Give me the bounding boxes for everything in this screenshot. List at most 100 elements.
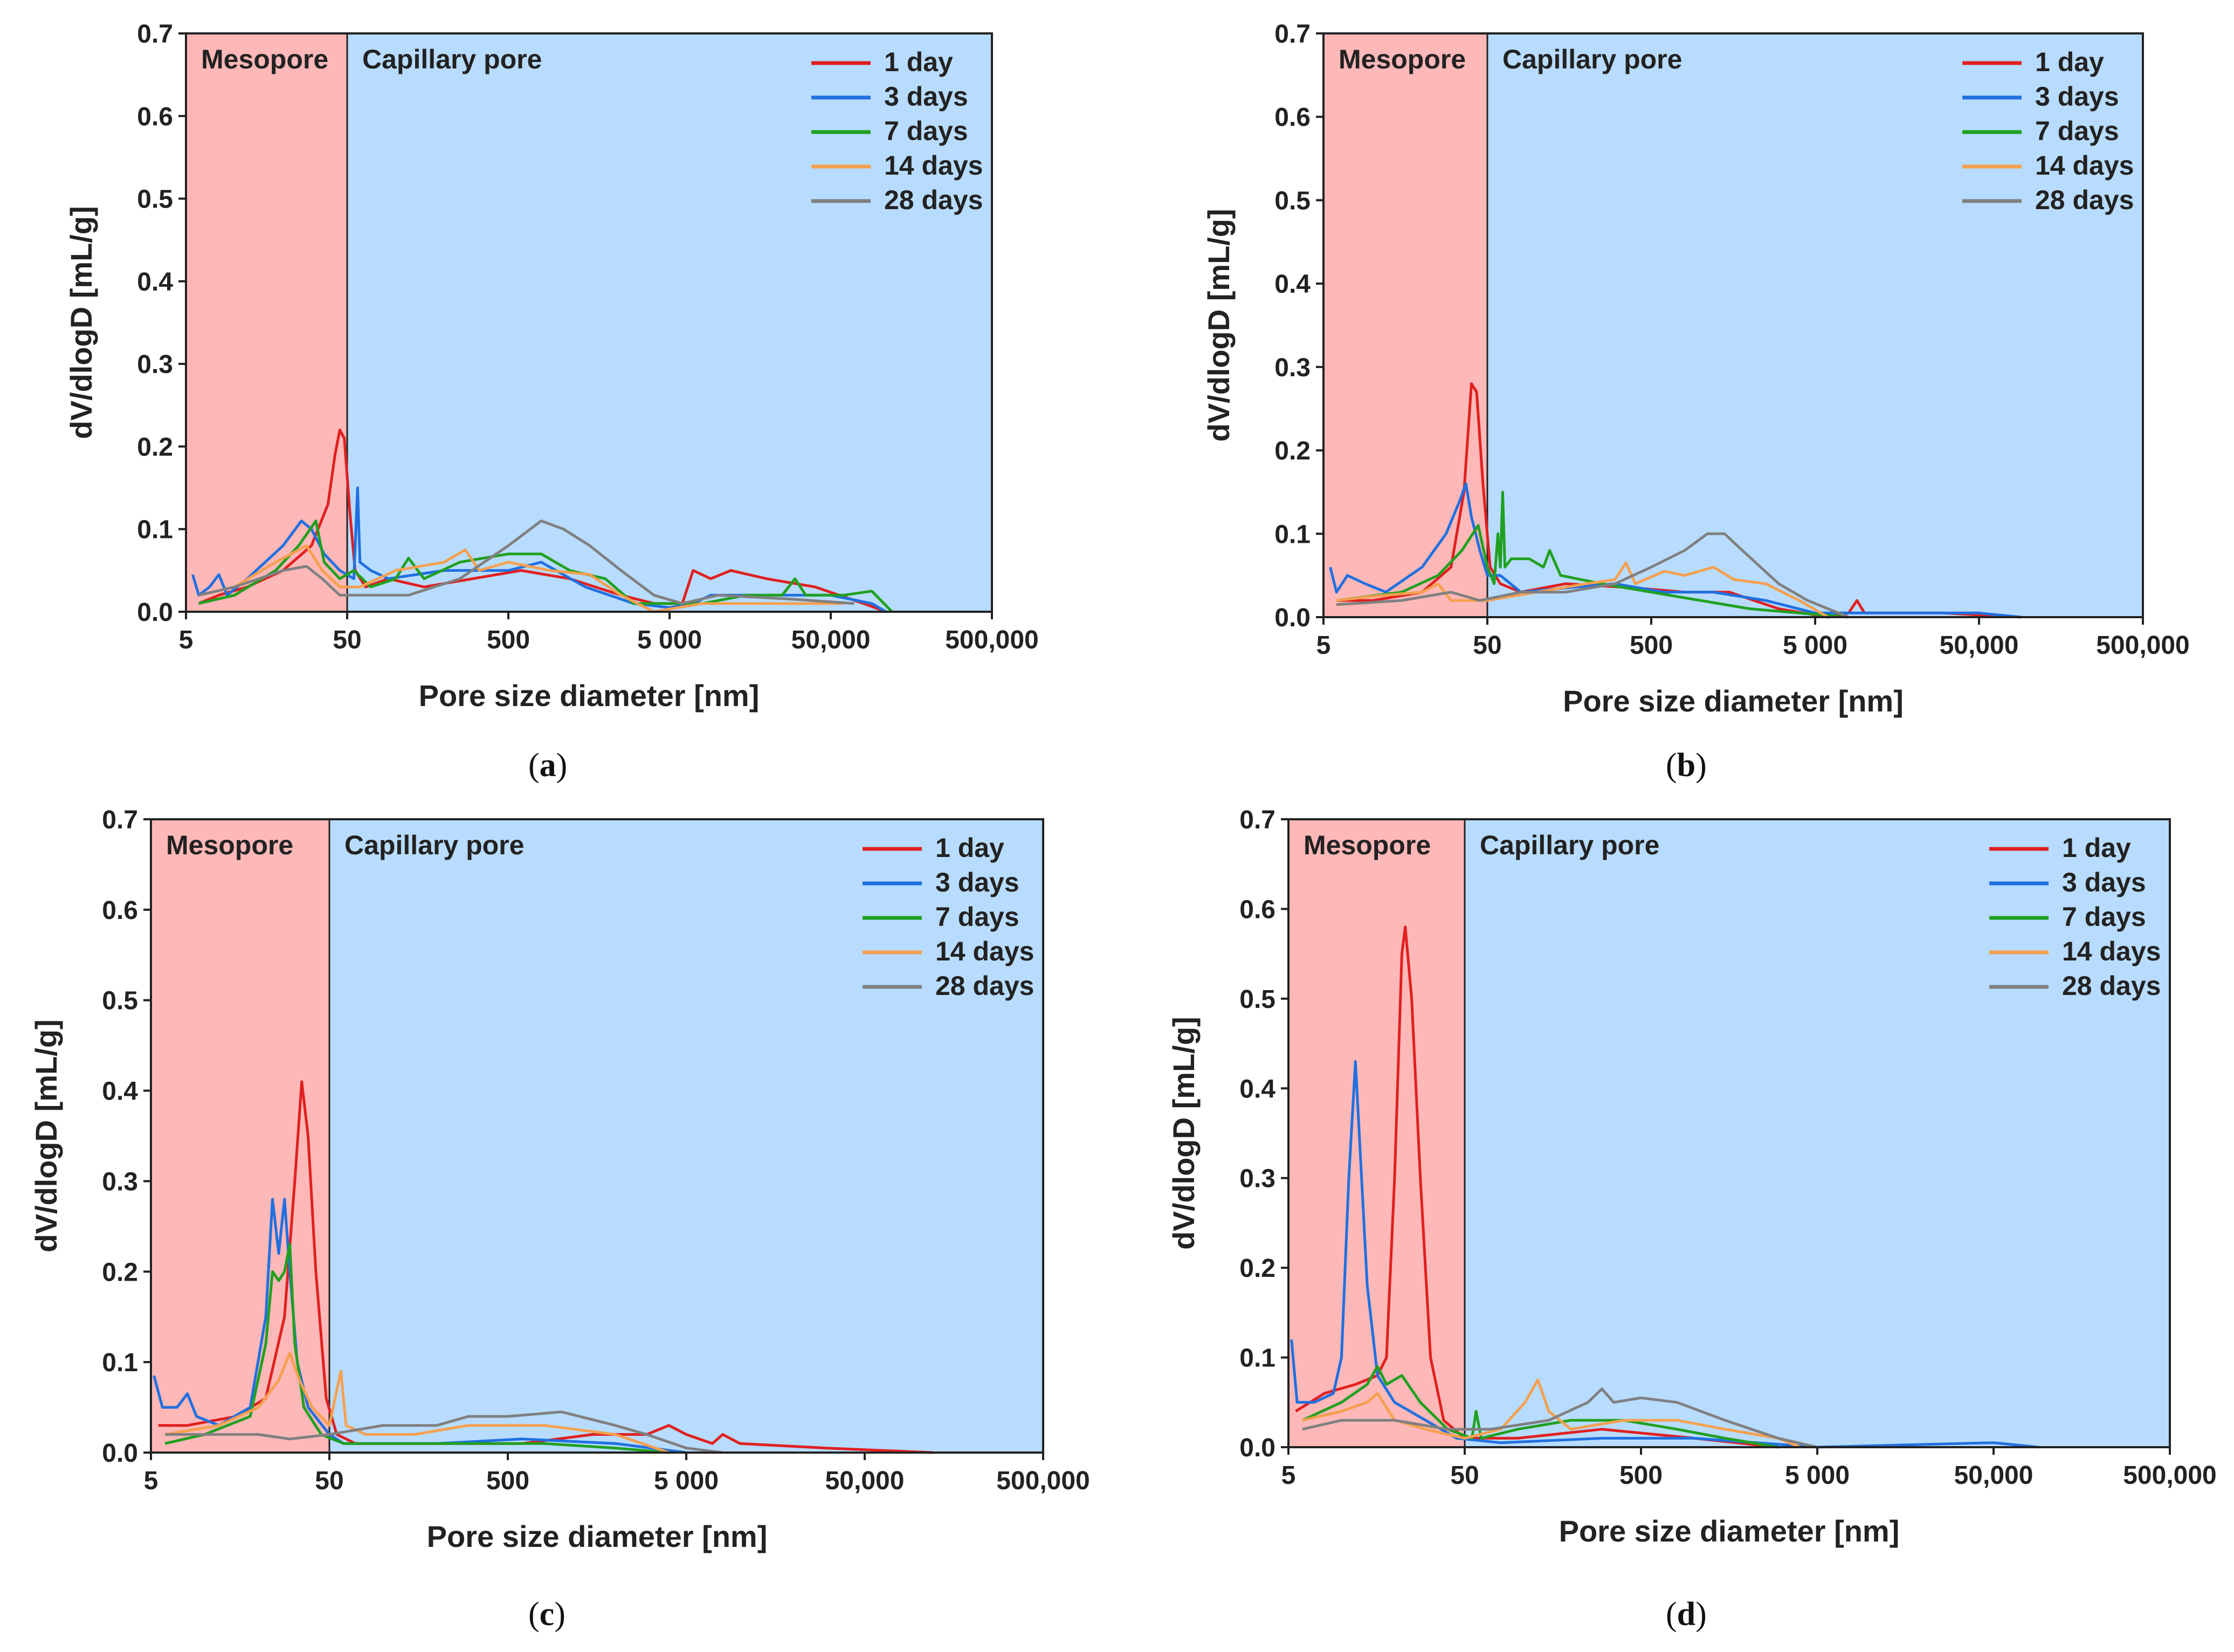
y-tick-label-a: 0.1	[137, 516, 173, 544]
y-tick-label-b: 0.2	[1274, 437, 1311, 466]
region-mesopore-b	[1323, 33, 1487, 617]
series-line-3-days-b	[1329, 482, 2021, 619]
legend-label-28-days-a: 28 days	[884, 185, 983, 215]
series-line-28-days-d	[1302, 1387, 1818, 1449]
region-capillary-a	[347, 33, 992, 612]
caption-a-letter: a	[539, 747, 556, 784]
region-capillary-d	[1465, 819, 2170, 1447]
legend-label-7-days-a: 7 days	[884, 116, 968, 146]
plot-frame-a	[185, 32, 993, 613]
caption-b-letter: b	[1677, 747, 1696, 784]
caption-d-letter: d	[1677, 1596, 1696, 1633]
y-tick-label-a: 0.5	[137, 185, 173, 214]
plot-frame-d	[1287, 818, 2171, 1448]
panel-a: Mesopore Capillary pore 0.0 0.1 0.2 0.3 0.4 0.5…	[0, 0, 1078, 744]
x-tick-label-d: 5 000	[1785, 1461, 1850, 1490]
plot-frame-b	[1322, 32, 2144, 618]
region-mesopore-a	[186, 33, 347, 612]
y-tick-label-c: 0.6	[102, 896, 138, 925]
region-mesopore-c	[151, 819, 329, 1453]
legend-label-7-days-d: 7 days	[2062, 902, 2146, 932]
y-axis-label-a: dV/dlogD [mL/g]	[64, 206, 98, 439]
y-tick-label-d: 0.4	[1239, 1075, 1275, 1103]
y-tick-label-a: 0.6	[137, 102, 173, 131]
region-label-mesopore-d: Mesopore	[1304, 830, 1431, 860]
y-tick-label-b: 0.5	[1274, 186, 1311, 215]
y-tick-label-b: 0.0	[1274, 604, 1311, 632]
y-tick-label-b: 0.6	[1274, 103, 1311, 132]
x-tick-label-a: 500	[487, 626, 530, 654]
series-line-14-days-d	[1302, 1378, 1801, 1449]
x-tick-label-c: 5	[144, 1467, 158, 1495]
caption-c: (c)	[528, 1596, 566, 1633]
x-tick-label-d: 5	[1281, 1461, 1296, 1490]
y-axis-label-d: dV/dlogD [mL/g]	[1167, 1017, 1201, 1249]
region-label-mesopore-c: Mesopore	[166, 830, 293, 860]
region-label-capillary-a: Capillary pore	[362, 44, 542, 74]
x-tick-label-b: 5 000	[1783, 631, 1847, 660]
region-label-mesopore-a: Mesopore	[201, 44, 328, 74]
chart-b: Mesopore Capillary pore 0.0 0.1 0.2 0.3 0.4 0.5…	[1202, 20, 2190, 718]
chart-a: Mesopore Capillary pore 0.0 0.1 0.2 0.3 0.4 0.5…	[64, 20, 1039, 713]
region-mesopore-d	[1288, 819, 1465, 1447]
legend-label-3-days-b: 3 days	[2035, 81, 2119, 112]
caption-d: (d)	[1666, 1596, 1707, 1633]
panel-c: Mesopore Capillary pore 0.0 0.1 0.2 0.3 0.4 0.5…	[0, 798, 1105, 1568]
x-tick-label-a: 5 000	[637, 626, 702, 654]
legend-label-3-days-d: 3 days	[2062, 867, 2146, 897]
x-tick-label-a: 50,000	[791, 626, 871, 654]
series-line-7-days-c	[164, 1243, 670, 1454]
legend-label-1-day-a: 1 day	[884, 47, 953, 77]
region-label-capillary-d: Capillary pore	[1480, 830, 1659, 860]
x-tick-label-b: 50,000	[1940, 631, 2019, 660]
y-tick-label-a: 0.0	[137, 598, 173, 627]
y-axis-label-c: dV/dlogD [mL/g]	[29, 1019, 63, 1252]
x-tick-label-d: 500	[1619, 1461, 1663, 1490]
y-tick-label-b: 0.4	[1274, 270, 1311, 299]
x-tick-label-b: 5	[1316, 631, 1331, 660]
y-tick-label-a: 0.2	[137, 433, 173, 461]
region-label-capillary-c: Capillary pore	[344, 830, 524, 860]
y-tick-label-b: 0.7	[1274, 20, 1311, 49]
y-tick-label-a: 0.7	[137, 20, 173, 49]
series-line-28-days-c	[165, 1411, 723, 1454]
y-tick-label-a: 0.3	[137, 350, 173, 379]
legend-label-28-days-c: 28 days	[935, 971, 1034, 1001]
x-tick-label-c: 500	[486, 1467, 529, 1495]
x-axis-label-a: Pore size diameter [nm]	[419, 679, 760, 713]
legend-label-1-day-b: 1 day	[2035, 47, 2104, 77]
y-tick-label-d: 0.6	[1239, 895, 1275, 924]
y-tick-label-c: 0.5	[102, 987, 138, 1015]
y-tick-label-d: 0.3	[1239, 1165, 1275, 1193]
y-tick-label-c: 0.2	[102, 1258, 138, 1287]
series-line-14-days-b	[1336, 561, 1829, 619]
legend-label-14-days-c: 14 days	[935, 936, 1034, 966]
y-tick-label-c: 0.1	[102, 1349, 138, 1377]
region-capillary-b	[1487, 33, 2143, 617]
series-line-14-days-c	[164, 1351, 670, 1454]
series-line-7-days-b	[1336, 490, 1849, 619]
x-tick-label-c: 50,000	[825, 1467, 905, 1495]
caption-c-letter: c	[539, 1596, 555, 1633]
series-line-7-days-a	[198, 519, 893, 613]
y-tick-label-b: 0.3	[1274, 354, 1311, 382]
x-tick-label-c: 500,000	[996, 1467, 1090, 1495]
x-tick-label-c: 50	[315, 1467, 343, 1495]
legend-label-7-days-b: 7 days	[2035, 116, 2119, 146]
caption-a: (a)	[528, 747, 568, 784]
legend-label-14-days-d: 14 days	[2062, 936, 2161, 966]
x-tick-label-d: 500,000	[2123, 1461, 2217, 1490]
panel-d: Mesopore Capillary pore 0.0 0.1 0.2 0.3 0.4 0.5…	[1132, 798, 2234, 1568]
legend-label-1-day-c: 1 day	[935, 833, 1004, 863]
y-tick-label-c: 0.4	[102, 1077, 138, 1106]
series-line-3-days-d	[1290, 1060, 2039, 1449]
x-axis-label-c: Pore size diameter [nm]	[427, 1519, 768, 1553]
region-capillary-c	[329, 819, 1043, 1453]
series-line-28-days-b	[1336, 532, 1850, 619]
x-axis-label-b: Pore size diameter [nm]	[1563, 684, 1904, 718]
x-tick-label-d: 50,000	[1954, 1461, 2033, 1490]
y-axis-label-b: dV/dlogD [mL/g]	[1202, 209, 1236, 441]
legend-label-3-days-c: 3 days	[935, 867, 1019, 897]
y-tick-label-b: 0.1	[1274, 520, 1311, 549]
series-line-7-days-d	[1301, 1365, 1778, 1449]
